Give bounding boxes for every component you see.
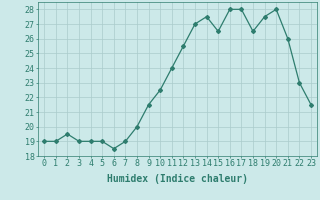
- X-axis label: Humidex (Indice chaleur): Humidex (Indice chaleur): [107, 174, 248, 184]
